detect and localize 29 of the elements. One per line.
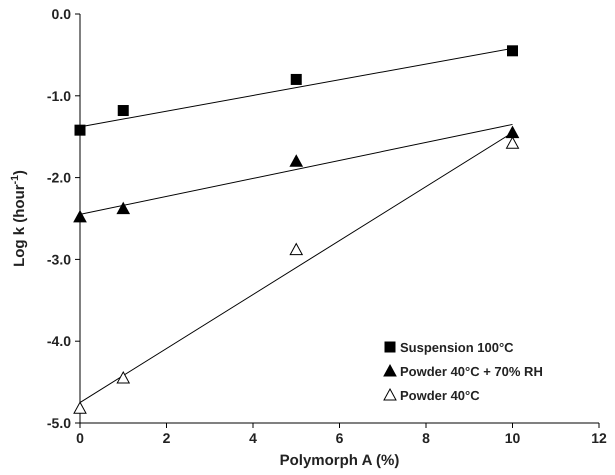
point xyxy=(290,74,302,85)
point xyxy=(74,402,86,414)
x-tick-label: 6 xyxy=(336,430,344,446)
point xyxy=(506,126,519,138)
point xyxy=(290,243,303,256)
y-tick-label: -5.0 xyxy=(46,415,72,431)
x-tick-label: 12 xyxy=(591,430,607,446)
point xyxy=(74,210,86,222)
point xyxy=(116,372,130,384)
point xyxy=(290,154,303,167)
y-tick-label: -2.0 xyxy=(46,170,72,186)
point xyxy=(506,136,519,149)
y-tick-label: 0.0 xyxy=(52,6,72,22)
point xyxy=(116,202,130,214)
point xyxy=(74,124,86,136)
x-tick-label: 10 xyxy=(504,430,520,446)
legend-label: Powder 40°C xyxy=(400,388,480,403)
y-tick-label: -4.0 xyxy=(46,333,72,350)
x-tick-label: 0 xyxy=(76,430,84,446)
y-tick-label: -1.0 xyxy=(46,88,72,104)
point xyxy=(507,45,518,56)
x-tick-label: 2 xyxy=(162,430,171,446)
x-axis-title: Polymorph A (%) xyxy=(280,452,400,469)
legend-label: Powder 40°C + 70% RH xyxy=(400,364,543,379)
x-tick-label: 8 xyxy=(422,430,430,446)
point xyxy=(118,105,129,116)
y-tick-label: -3.0 xyxy=(46,251,72,268)
x-tick-label: 4 xyxy=(249,430,258,446)
legend-label: Suspension 100°C xyxy=(400,340,514,355)
